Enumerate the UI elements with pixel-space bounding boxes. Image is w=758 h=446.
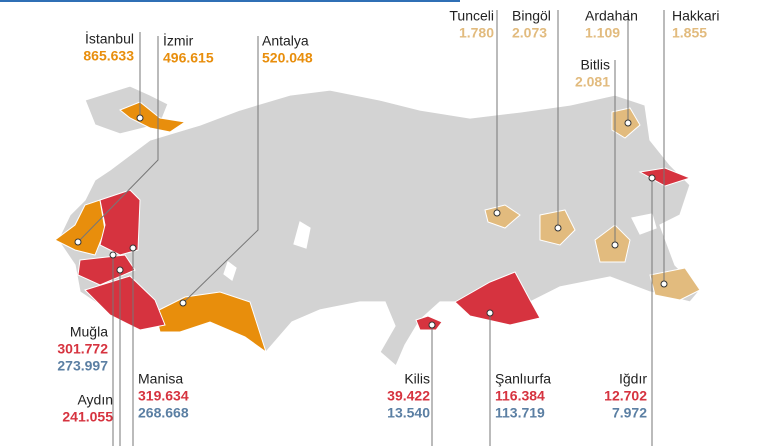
province-value: 113.719	[495, 405, 545, 421]
marker-dot	[486, 309, 494, 317]
province	[119, 101, 187, 133]
province-name: Şanlıurfa	[495, 371, 551, 387]
province	[484, 204, 521, 229]
marker-dot	[554, 224, 562, 232]
marker-dot	[116, 266, 124, 274]
marker-dot	[129, 244, 137, 252]
province-value: 496.615	[163, 50, 214, 66]
province	[154, 291, 267, 354]
marker-dot	[611, 241, 619, 249]
province-name: Antalya	[262, 33, 309, 49]
province	[638, 167, 692, 187]
province	[415, 315, 443, 331]
leader-line	[182, 36, 259, 304]
province-name: Manisa	[138, 371, 183, 387]
province-value: 1.109	[585, 25, 620, 41]
province-value: 2.081	[575, 74, 610, 90]
marker-dot	[648, 174, 656, 182]
province-name: İstanbul	[85, 30, 134, 47]
province	[77, 254, 136, 286]
leader-line	[77, 36, 159, 243]
province-name: Iğdır	[619, 371, 647, 387]
province-value: 2.073	[512, 25, 547, 41]
province	[84, 275, 166, 331]
marker-dot	[428, 321, 436, 329]
marker-dot	[493, 209, 501, 217]
province-value: 301.772	[57, 341, 108, 357]
province-value: 1.855	[672, 25, 707, 41]
province-value: 39.422	[387, 388, 430, 404]
marker-dot	[624, 119, 632, 127]
province	[99, 189, 141, 256]
province-name: Hakkari	[672, 8, 719, 24]
province-name: Aydın	[77, 392, 113, 408]
marker-dot	[179, 299, 187, 307]
marker-dot	[109, 251, 117, 259]
marker-dot	[136, 114, 144, 122]
province-name: Bitlis	[580, 57, 610, 73]
province-value: 1.780	[459, 25, 494, 41]
province-name: Muğla	[70, 324, 108, 340]
marker-dot	[74, 238, 82, 246]
province-value: 273.997	[57, 358, 108, 374]
province-value: 865.633	[83, 48, 134, 64]
province-name: Kilis	[404, 371, 430, 387]
province-value: 12.702	[604, 388, 647, 404]
province-value: 319.634	[138, 388, 189, 404]
province-name: Bingöl	[512, 8, 551, 24]
province	[454, 271, 541, 326]
province	[649, 267, 701, 301]
provinces	[54, 101, 701, 354]
province-value: 7.972	[612, 405, 647, 421]
province-value: 520.048	[262, 50, 313, 66]
province-name: Ardahan	[585, 8, 638, 24]
province-value: 268.668	[138, 405, 189, 421]
province-value: 116.384	[495, 388, 545, 404]
province-name: İzmir	[163, 32, 194, 49]
province-value: 13.540	[387, 405, 430, 421]
province-name: Tunceli	[449, 8, 494, 24]
province-value: 241.055	[62, 409, 113, 425]
marker-dot	[660, 280, 668, 288]
